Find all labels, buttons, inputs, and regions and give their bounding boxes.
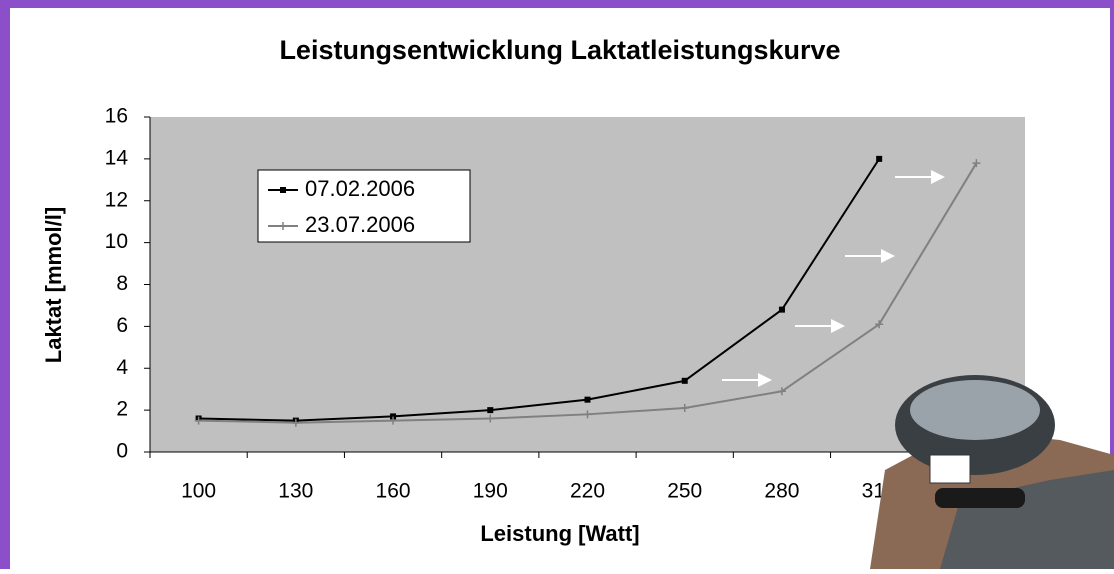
point	[876, 156, 882, 162]
y-tick-label: 0	[116, 440, 128, 463]
x-tick-label: 100	[181, 480, 216, 503]
y-tick-label: 6	[116, 314, 128, 337]
x-tick-label: 130	[278, 480, 313, 503]
x-tick-label: 160	[376, 480, 411, 503]
x-tick-label: 190	[473, 480, 508, 503]
legend-label: 23.07.2006	[305, 212, 415, 237]
y-tick-label: 12	[105, 188, 128, 211]
y-tick-label: 4	[116, 356, 128, 379]
x-axis-label: Leistung [Watt]	[480, 521, 639, 546]
point	[585, 397, 591, 403]
y-tick-label: 14	[105, 146, 129, 169]
y-tick-label: 2	[116, 398, 128, 421]
legend-label: 07.02.2006	[305, 176, 415, 201]
x-tick-label: 250	[667, 480, 702, 503]
x-tick-label: 280	[764, 480, 799, 503]
y-tick-label: 8	[116, 272, 128, 295]
x-tick-label: 220	[570, 480, 605, 503]
point	[487, 407, 493, 413]
point	[779, 307, 785, 313]
y-tick-label: 10	[105, 230, 128, 253]
point	[682, 378, 688, 384]
y-axis-label: Laktat [mmol/l]	[41, 207, 66, 363]
chart-title: Leistungsentwicklung Laktatleistungskurv…	[279, 35, 840, 65]
y-tick-label: 16	[105, 105, 128, 128]
legend-marker	[280, 187, 286, 193]
chart: Leistungsentwicklung Laktatleistungskurv…	[0, 0, 1114, 569]
